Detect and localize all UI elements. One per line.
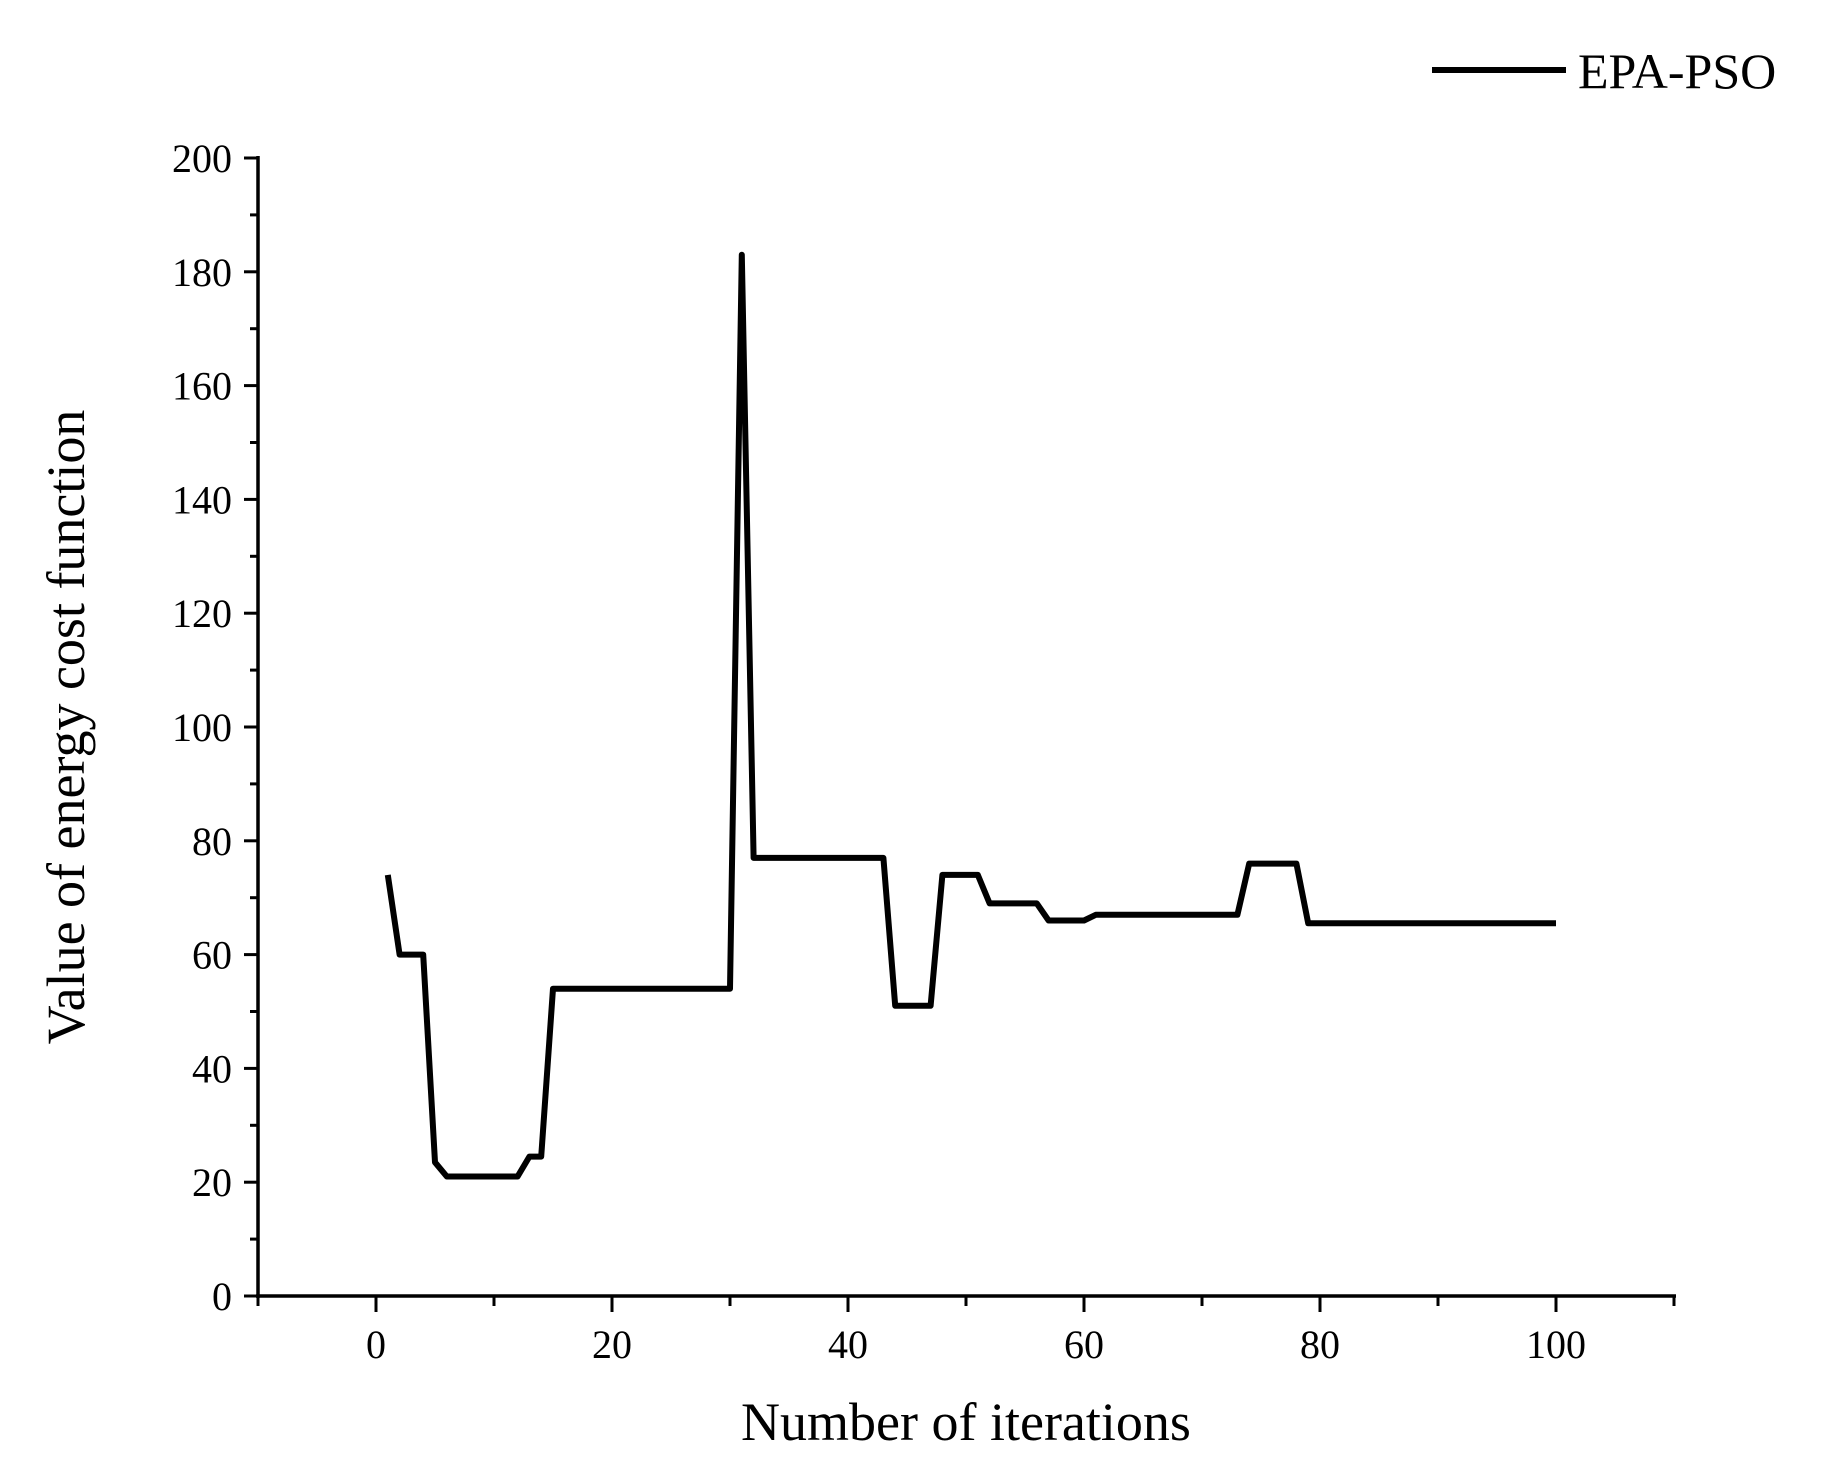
series-line-epa-pso (384, 251, 1556, 1180)
y-tick-label: 40 (192, 1046, 232, 1091)
x-axis-title: Number of iterations (741, 1392, 1191, 1452)
x-tick-label: 0 (366, 1322, 386, 1367)
y-tick-label: 140 (172, 477, 232, 522)
x-tick-label: 20 (592, 1322, 632, 1367)
legend: EPA-PSO (1432, 43, 1776, 99)
y-tick-label: 200 (172, 136, 232, 181)
x-tick-label: 40 (828, 1322, 868, 1367)
y-tick-label: 20 (192, 1160, 232, 1205)
axes (256, 156, 1676, 1298)
x-tick-label: 60 (1064, 1322, 1104, 1367)
x-tick-label: 80 (1300, 1322, 1340, 1367)
y-tick-label: 0 (212, 1274, 232, 1319)
legend-label-epa-pso: EPA-PSO (1578, 43, 1776, 99)
y-tick-label: 180 (172, 250, 232, 295)
y-tick-label: 120 (172, 591, 232, 636)
y-tick-label: 60 (192, 933, 232, 978)
x-axis-ticks: 0 20 40 60 80 100 (256, 1296, 1676, 1367)
y-axis-title: Value of energy cost function (36, 410, 96, 1045)
y-tick-label: 100 (172, 705, 232, 750)
y-tick-label: 80 (192, 819, 232, 864)
y-axis-ticks: 0 20 40 60 80 100 120 140 160 180 200 (172, 136, 258, 1319)
y-tick-label: 160 (172, 364, 232, 409)
x-tick-label: 100 (1526, 1322, 1586, 1367)
